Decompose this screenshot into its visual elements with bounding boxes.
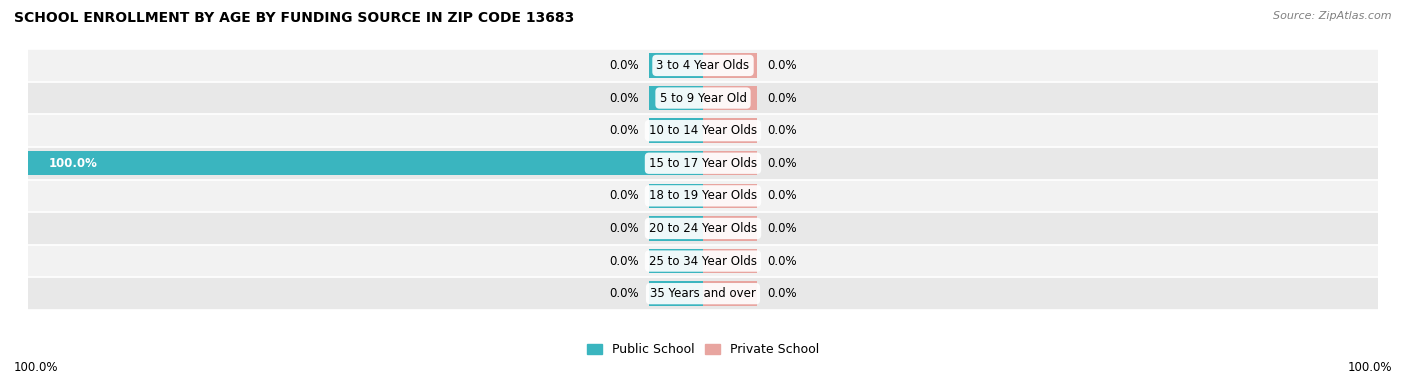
Text: 0.0%: 0.0%: [768, 222, 797, 235]
Text: 0.0%: 0.0%: [768, 91, 797, 105]
Text: 20 to 24 Year Olds: 20 to 24 Year Olds: [650, 222, 756, 235]
Text: 100.0%: 100.0%: [14, 361, 59, 374]
Bar: [650, 249, 703, 273]
Text: 0.0%: 0.0%: [609, 124, 638, 137]
Bar: [650, 118, 703, 143]
Bar: [650, 216, 703, 241]
Bar: [28, 277, 1378, 310]
Bar: [703, 249, 756, 273]
Bar: [703, 53, 756, 77]
Text: 10 to 14 Year Olds: 10 to 14 Year Olds: [650, 124, 756, 137]
Text: SCHOOL ENROLLMENT BY AGE BY FUNDING SOURCE IN ZIP CODE 13683: SCHOOL ENROLLMENT BY AGE BY FUNDING SOUR…: [14, 11, 574, 25]
Bar: [650, 86, 703, 110]
Text: 100.0%: 100.0%: [48, 157, 97, 170]
Bar: [28, 212, 1378, 245]
Bar: [28, 245, 1378, 277]
Text: 0.0%: 0.0%: [768, 254, 797, 268]
Text: Source: ZipAtlas.com: Source: ZipAtlas.com: [1274, 11, 1392, 21]
Text: 100.0%: 100.0%: [1347, 361, 1392, 374]
Bar: [703, 216, 756, 241]
Legend: Public School, Private School: Public School, Private School: [582, 338, 824, 361]
Text: 15 to 17 Year Olds: 15 to 17 Year Olds: [650, 157, 756, 170]
Bar: [703, 86, 756, 110]
Text: 18 to 19 Year Olds: 18 to 19 Year Olds: [650, 189, 756, 202]
Text: 5 to 9 Year Old: 5 to 9 Year Old: [659, 91, 747, 105]
Bar: [28, 180, 1378, 212]
Text: 0.0%: 0.0%: [768, 157, 797, 170]
Text: 3 to 4 Year Olds: 3 to 4 Year Olds: [657, 59, 749, 72]
Bar: [650, 282, 703, 306]
Bar: [28, 82, 1378, 114]
Bar: [650, 184, 703, 208]
Text: 0.0%: 0.0%: [768, 124, 797, 137]
Text: 0.0%: 0.0%: [609, 59, 638, 72]
Text: 0.0%: 0.0%: [609, 189, 638, 202]
Bar: [703, 151, 756, 175]
Text: 35 Years and over: 35 Years and over: [650, 287, 756, 300]
Bar: [28, 147, 1378, 180]
Bar: [703, 184, 756, 208]
Text: 0.0%: 0.0%: [609, 287, 638, 300]
Text: 0.0%: 0.0%: [768, 189, 797, 202]
Text: 0.0%: 0.0%: [768, 59, 797, 72]
Bar: [28, 114, 1378, 147]
Text: 0.0%: 0.0%: [609, 91, 638, 105]
Text: 0.0%: 0.0%: [768, 287, 797, 300]
Bar: [650, 53, 703, 77]
Bar: [703, 282, 756, 306]
Bar: [28, 151, 703, 175]
Bar: [28, 49, 1378, 82]
Text: 25 to 34 Year Olds: 25 to 34 Year Olds: [650, 254, 756, 268]
Text: 0.0%: 0.0%: [609, 222, 638, 235]
Text: 0.0%: 0.0%: [609, 254, 638, 268]
Bar: [703, 118, 756, 143]
